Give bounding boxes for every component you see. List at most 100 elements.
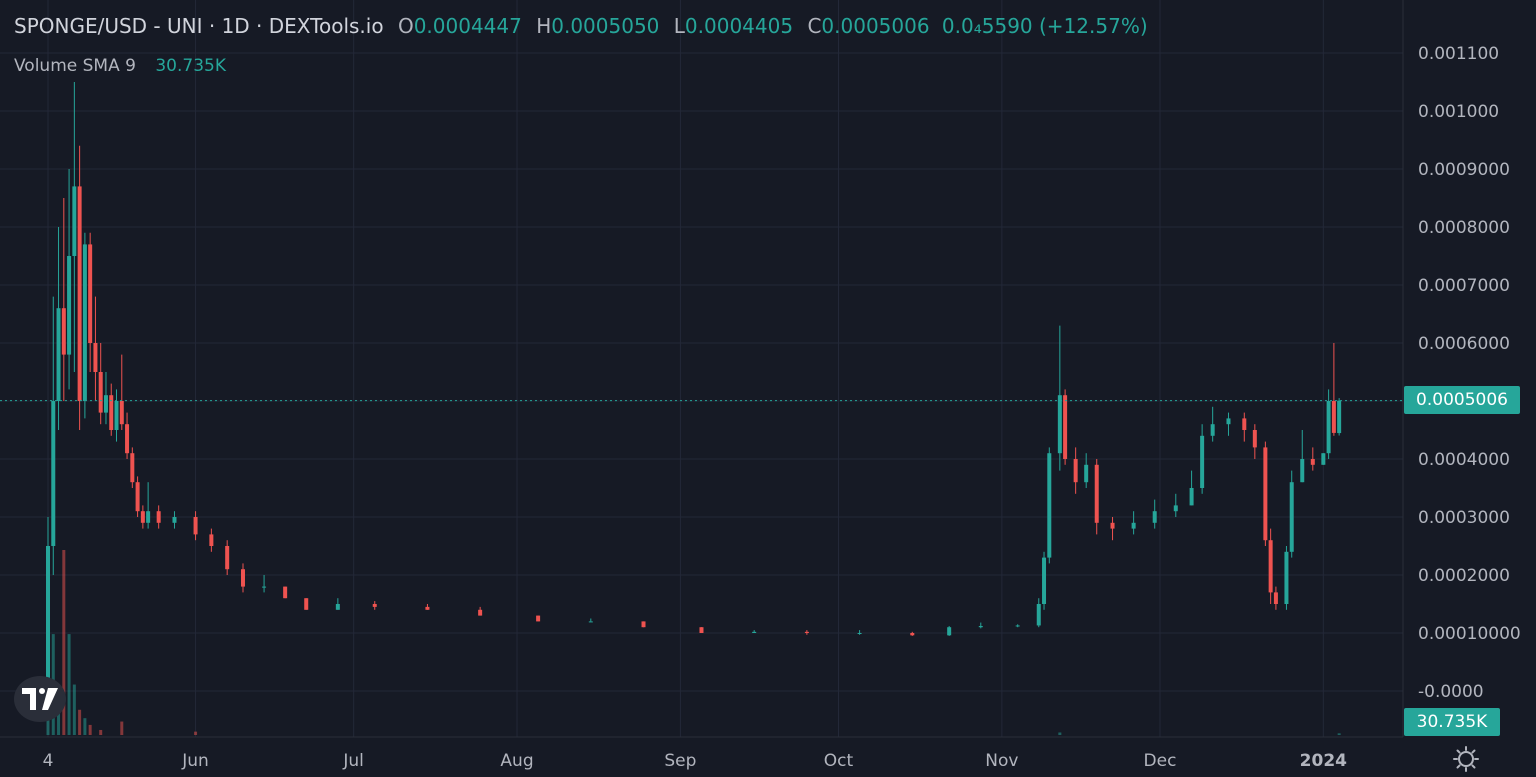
- candle-body-43: [1015, 625, 1020, 627]
- candle-body-33: [536, 615, 541, 622]
- volume-bar-5: [72, 684, 76, 735]
- volume-indicator-value: 30.735K: [155, 56, 226, 76]
- x-tick-label-5: Oct: [824, 751, 854, 771]
- volume-bar-7: [83, 718, 87, 735]
- candle-body-15: [125, 424, 130, 454]
- candle-body-62: [1263, 447, 1268, 541]
- candle-body-36: [699, 627, 704, 633]
- low-value: 0.0004405: [684, 14, 794, 38]
- candle-body-52: [1110, 522, 1115, 529]
- last-price-badge: 0.0005006: [1404, 386, 1520, 414]
- candle-body-9: [93, 343, 98, 372]
- candle-body-37: [752, 631, 757, 633]
- chart-grid: [0, 0, 1403, 737]
- candle-body-34: [588, 621, 593, 623]
- candle-body-64: [1273, 592, 1278, 604]
- candle-body-19: [146, 511, 151, 523]
- candle-body-55: [1173, 505, 1178, 512]
- x-tick-label-7: Dec: [1144, 751, 1177, 771]
- close-label: C: [807, 14, 822, 38]
- candle-body-35: [641, 621, 646, 628]
- x-tick-label-4: Sep: [664, 751, 696, 771]
- volume-bar-8: [88, 724, 92, 735]
- candle-body-3: [61, 308, 66, 355]
- candle-body-11: [103, 395, 108, 413]
- volume-bar-12: [1058, 732, 1062, 735]
- candle-body-72: [1337, 400, 1342, 434]
- candle-body-29: [335, 604, 340, 610]
- candle-body-59: [1226, 418, 1231, 425]
- symbol-title: SPONGE/USD - UNI · 1D · DEXTools.io: [14, 14, 384, 38]
- volume-bar-6: [78, 709, 82, 735]
- candle-body-56: [1189, 488, 1194, 506]
- candle-body-10: [98, 372, 103, 413]
- candle-body-61: [1252, 430, 1257, 448]
- candle-body-24: [225, 546, 230, 570]
- candle-body-28: [304, 598, 309, 610]
- tradingview-logo-icon[interactable]: [14, 676, 66, 722]
- volume-legend[interactable]: Volume SMA 9 30.735K: [14, 56, 226, 76]
- x-tick-label-3: Aug: [500, 751, 533, 771]
- volume-indicator-name: Volume SMA 9: [14, 56, 136, 76]
- y-tick-label-3: 0.0008000: [1418, 218, 1510, 238]
- y-tick-label-9: 0.0002000: [1418, 566, 1510, 586]
- change-value: 0.0₄5590 (+12.57%): [941, 14, 1148, 38]
- candle-body-20: [156, 511, 161, 523]
- x-tick-label-2: Jul: [342, 751, 364, 771]
- y-tick-label-8: 0.0003000: [1418, 508, 1510, 528]
- candle-body-14: [119, 401, 124, 425]
- candle-body-45: [1042, 557, 1047, 604]
- high-value: 0.0005050: [551, 14, 660, 38]
- candle-body-8: [88, 244, 93, 343]
- candle-body-4: [67, 256, 72, 355]
- candle-body-40: [910, 633, 915, 636]
- y-tick-label-7: 0.0004000: [1418, 450, 1510, 470]
- y-tick-label-5: 0.0006000: [1418, 334, 1510, 354]
- y-tick-label-1: 0.001000: [1418, 102, 1499, 122]
- y-tick-label-0: 0.001100: [1418, 44, 1499, 64]
- volume-bar-3: [62, 550, 66, 735]
- candle-body-13: [114, 401, 119, 430]
- gear-icon[interactable]: [1452, 745, 1480, 773]
- y-tick-label-2: 0.0009000: [1418, 160, 1510, 180]
- volume-bar-9: [99, 729, 103, 735]
- candle-body-7: [82, 244, 87, 401]
- candle-body-54: [1152, 511, 1157, 523]
- candle-body-49: [1073, 459, 1078, 483]
- candle-body-22: [193, 517, 198, 535]
- volume-bar-11: [194, 731, 198, 735]
- candle-body-0: [46, 546, 50, 680]
- candle-body-57: [1200, 435, 1205, 488]
- open-label: O: [397, 14, 414, 38]
- candle-body-12: [109, 395, 114, 430]
- x-tick-label-6: Nov: [985, 751, 1018, 771]
- y-tick-label-10: 0.00010000: [1418, 624, 1521, 644]
- candle-body-48: [1063, 395, 1068, 459]
- candle-body-44: [1036, 604, 1041, 626]
- candle-body-50: [1084, 464, 1089, 483]
- candle-body-31: [425, 606, 430, 610]
- x-tick-label-8: 2024: [1300, 751, 1347, 771]
- volume-bar-10: [120, 721, 124, 735]
- x-tick-label-0: 4: [43, 751, 54, 771]
- candle-body-70: [1326, 401, 1331, 454]
- high-label: H: [536, 14, 552, 38]
- volume-bar-13: [1337, 733, 1341, 735]
- candle-body-5: [72, 186, 77, 256]
- low-label: L: [673, 14, 685, 38]
- candle-body-25: [240, 569, 245, 587]
- candle-body-16: [130, 453, 135, 483]
- candle-body-42: [978, 626, 983, 628]
- candle-body-39: [857, 633, 862, 634]
- candle-body-17: [135, 482, 140, 512]
- candle-body-6: [77, 186, 82, 401]
- candle-body-32: [478, 609, 483, 616]
- candle-body-23: [209, 534, 214, 546]
- volume-bar-4: [67, 634, 71, 735]
- y-tick-label-4: 0.0007000: [1418, 276, 1510, 296]
- candle-body-2: [56, 308, 61, 401]
- candles: [46, 82, 1342, 686]
- x-tick-label-1: Jun: [181, 751, 209, 771]
- volume-bars: [46, 550, 1341, 735]
